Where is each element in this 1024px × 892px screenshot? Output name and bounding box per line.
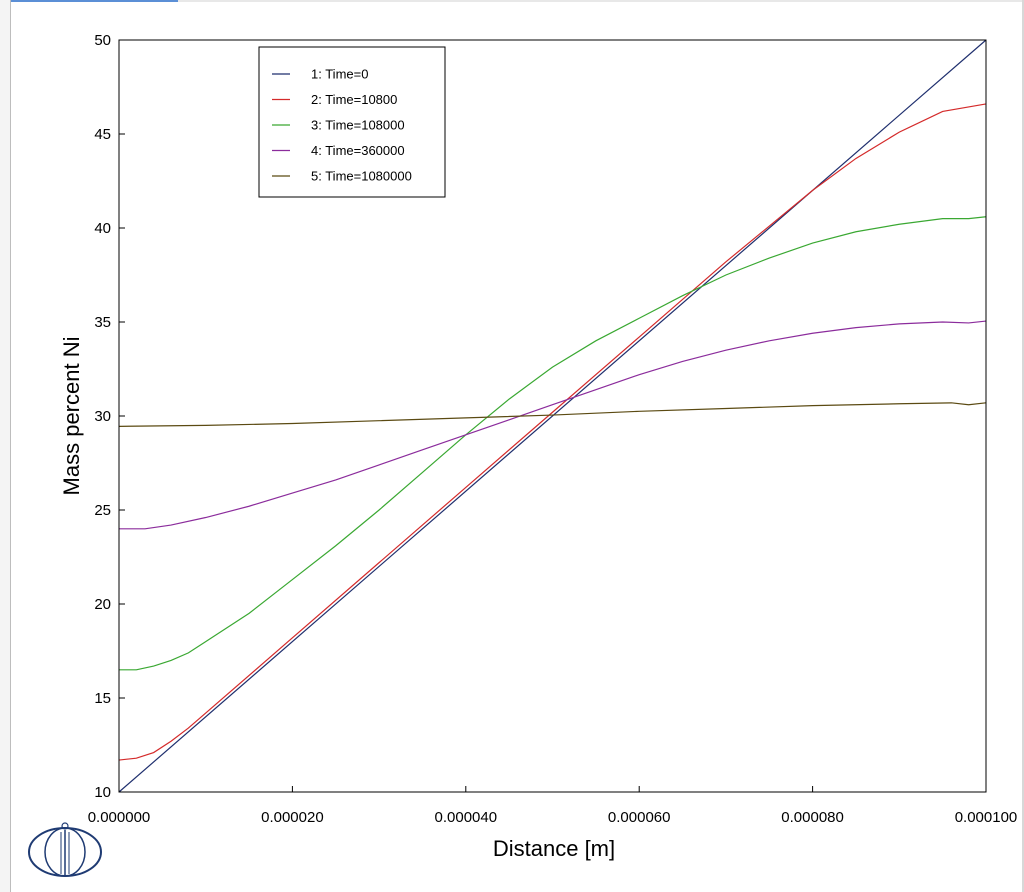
active-tab-indicator[interactable]	[0, 0, 178, 2]
legend-entries: 1: Time=0 2: Time=10800 3: Time=108000 4: T…	[272, 67, 412, 184]
y-tick-label: 25	[94, 502, 111, 519]
plot-lines	[118, 39, 987, 793]
series-line-1	[118, 39, 987, 793]
left-panel-edge[interactable]	[0, 0, 11, 892]
legend-label-5: 5: Time=1080000	[311, 169, 412, 184]
series-line-2	[118, 103, 987, 761]
y-axis-title: Mass percent Ni	[59, 337, 84, 496]
y-tick-label: 20	[94, 596, 111, 613]
y-tick-label: 15	[94, 690, 111, 707]
thermo-calc-logo-icon	[28, 822, 102, 877]
y-tick-label: 40	[94, 220, 111, 237]
right-panel-edge	[1022, 0, 1024, 892]
y-tick-label: 10	[94, 784, 111, 801]
legend-box	[258, 46, 446, 198]
legend-label-1: 1: Time=0	[311, 67, 368, 82]
legend: 1: Time=0 2: Time=10800 3: Time=108000 4: T…	[258, 46, 446, 198]
x-axis-ticks: 0.000000 0.000020 0.000040 0.000060 0.000080…	[88, 786, 1018, 826]
x-tick-label: 0.000020	[261, 809, 324, 826]
series-line-5	[118, 402, 987, 427]
y-axis-ticks: 10 15 20 25 30 35 40 45 50	[94, 32, 125, 801]
x-tick-label: 0.000040	[435, 809, 498, 826]
x-tick-label: 0.000080	[781, 809, 844, 826]
x-tick-label: 0.000060	[608, 809, 671, 826]
y-tick-label: 35	[94, 314, 111, 331]
x-tick-label: 0.000000	[88, 809, 151, 826]
y-tick-label: 30	[94, 408, 111, 425]
x-tick-label: 0.000100	[955, 809, 1018, 826]
series-line-3	[119, 216, 987, 671]
legend-label-4: 4: Time=360000	[311, 143, 405, 158]
series-line-4	[119, 320, 987, 530]
legend-label-2: 2: Time=10800	[311, 92, 397, 107]
legend-label-3: 3: Time=108000	[311, 118, 405, 133]
y-tick-label: 50	[94, 32, 111, 49]
x-axis-title: Distance [m]	[493, 836, 615, 861]
y-tick-label: 45	[94, 126, 111, 143]
window-top-border	[0, 0, 1024, 2]
